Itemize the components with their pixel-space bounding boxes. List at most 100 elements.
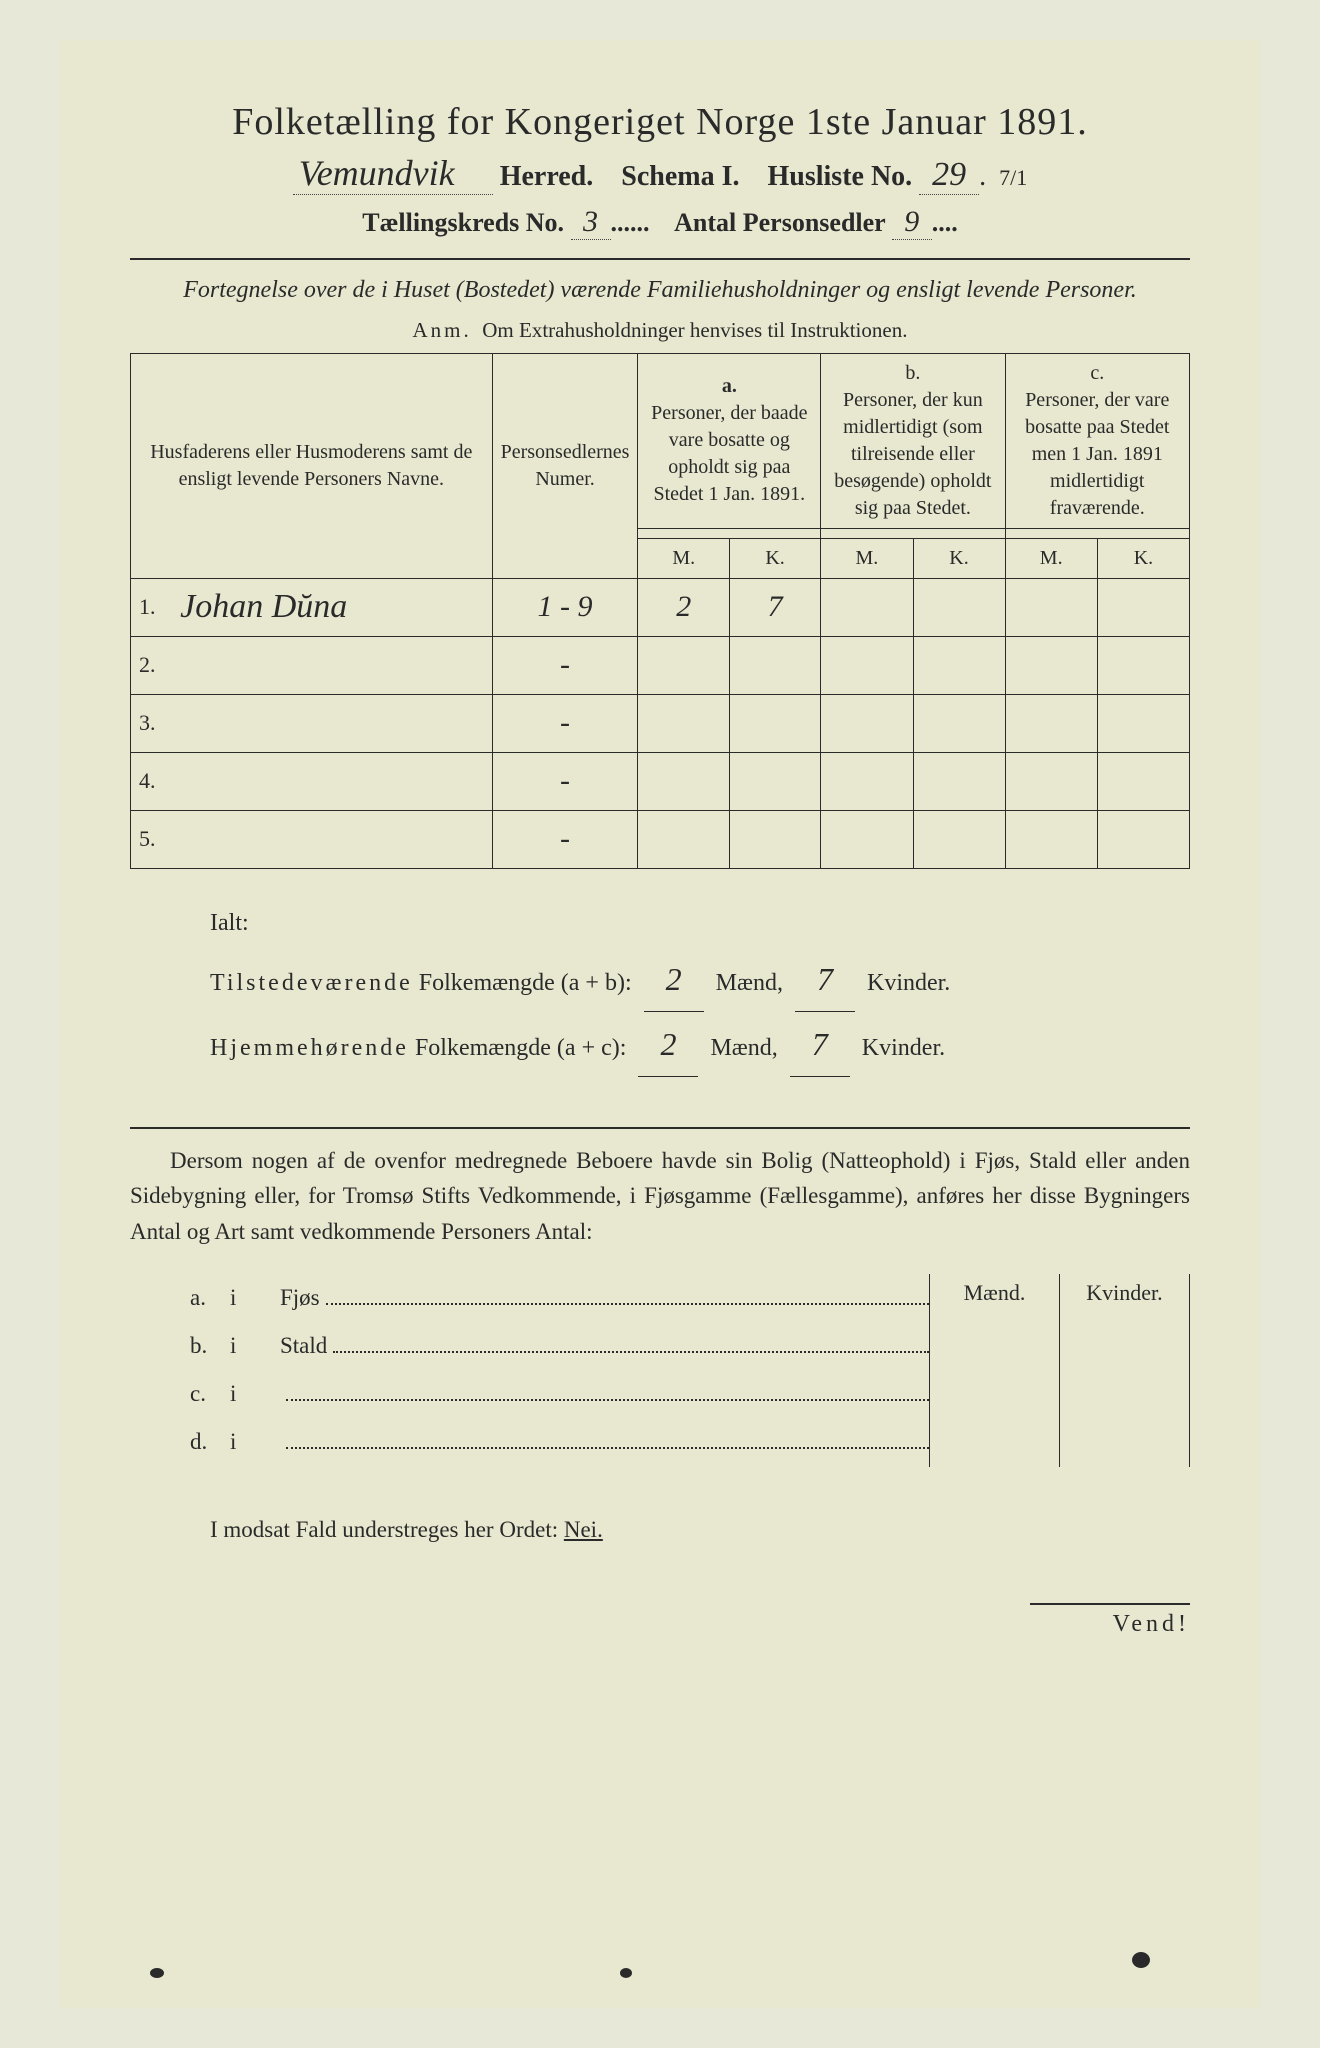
schema-label: Schema I. [621, 161, 739, 192]
resident-label: Hjemmehørende [210, 1035, 409, 1061]
col-b-k: K. [913, 538, 1005, 578]
page-title: Folketælling for Kongeriget Norge 1ste J… [130, 100, 1190, 144]
table-row: 4. - [131, 752, 1190, 810]
row-num: - [492, 636, 638, 694]
row-i: i [230, 1274, 280, 1322]
row-cm [1005, 636, 1097, 694]
col-c-head: c. Personer, der vare bosatte paa Stedet… [1005, 353, 1189, 528]
row-name [172, 752, 492, 810]
row-cm [1005, 752, 1097, 810]
nei-word: Nei. [564, 1517, 603, 1542]
dotted-line [326, 1289, 929, 1305]
row-number: 3. [131, 694, 173, 752]
row-ck [1097, 752, 1189, 810]
outbuilding-columns: Mænd. Kvinder. [929, 1274, 1190, 1467]
row-type: Fjøs [280, 1274, 320, 1322]
row-am [638, 752, 730, 810]
row-name [172, 636, 492, 694]
horizontal-rule-2 [130, 1127, 1190, 1129]
table-row: 3. - [131, 694, 1190, 752]
table-body: 1.Johan Dŭna1 - 9272.-3. - 4. - 5. - [131, 578, 1190, 868]
col-c-k: K. [1097, 538, 1189, 578]
annotation-line: Anm. Om Extrahusholdninger henvises til … [130, 318, 1190, 343]
present-formula: Folkemængde (a + b): [419, 970, 632, 996]
row-ak: 7 [729, 578, 820, 636]
row-cm [1005, 694, 1097, 752]
col-c-m: M. [1005, 538, 1097, 578]
present-maend-value: 2 [644, 947, 704, 1012]
maend-label-2: Mænd, [710, 1035, 777, 1061]
outbuilding-row: a.iFjøs [190, 1274, 929, 1322]
present-kvinder-value: 7 [795, 947, 855, 1012]
present-line: Tilstedeværende Folkemængde (a + b): 2 M… [210, 947, 1190, 1012]
row-letter: c. [190, 1370, 230, 1418]
row-name [172, 694, 492, 752]
turn-over-label: Vend! [1030, 1603, 1190, 1638]
col-a-letter: a. [722, 375, 737, 397]
ialt-heading: Ialt: [210, 899, 1190, 947]
row-num: - [492, 694, 638, 752]
row-number: 5. [131, 810, 173, 868]
table-row: 2.- [131, 636, 1190, 694]
col-header-name: Husfaderens eller Husmoderens samt de en… [131, 353, 493, 578]
anm-label: Anm. [413, 318, 472, 342]
col-a-head: a. Personer, der baade vare bosatte og o… [638, 353, 821, 528]
col-b-letter: b. [905, 362, 920, 384]
kreds-label: Tællingskreds No. [362, 208, 564, 237]
col-a-m: M. [638, 538, 730, 578]
main-table: Husfaderens eller Husmoderens samt de en… [130, 353, 1190, 869]
row-bm [821, 636, 913, 694]
subtitle: Fortegnelse over de i Huset (Bostedet) v… [130, 274, 1190, 308]
col-a-text: Personer, der baade vare bosatte og opho… [651, 402, 807, 505]
resident-kvinder-value: 7 [790, 1012, 850, 1077]
row-bm [821, 694, 913, 752]
table-row: 1.Johan Dŭna1 - 927 [131, 578, 1190, 636]
col-header-num: Personsedlernes Numer. [492, 353, 638, 578]
row-number: 4. [131, 752, 173, 810]
table-header: Husfaderens eller Husmoderens samt de en… [131, 353, 1190, 578]
outbuilding-list: a.iFjøsb.iStaldc.id.i [130, 1274, 929, 1467]
col-b-head: b. Personer, der kun midlertidigt (som t… [821, 353, 1005, 528]
present-label: Tilstedeværende [210, 970, 413, 996]
row-cm [1005, 810, 1097, 868]
row-ak [729, 810, 820, 868]
row-number: 1. [131, 578, 173, 636]
row-bk [913, 694, 1005, 752]
husliste-fraction: 7/1 [999, 165, 1027, 191]
col-b-text: Personer, der kun midlertidigt (som tilr… [834, 389, 991, 519]
husliste-label: Husliste No. [767, 161, 912, 192]
row-ak [729, 752, 820, 810]
census-form-page: Folketælling for Kongeriget Norge 1ste J… [60, 40, 1260, 2008]
totals-block: Ialt: Tilstedeværende Folkemængde (a + b… [210, 899, 1190, 1077]
row-num: - [492, 752, 638, 810]
row-bk [913, 810, 1005, 868]
row-bk [913, 578, 1005, 636]
row-name [172, 810, 492, 868]
modsat-text: I modsat Fald understreges her Ordet: [210, 1517, 558, 1542]
ink-spot [150, 1968, 164, 1978]
ink-spot [620, 1968, 632, 1978]
outbuilding-row: c.i [190, 1370, 929, 1418]
outbuilding-row: d.i [190, 1418, 929, 1466]
row-am [638, 636, 730, 694]
kvinder-column: Kvinder. [1060, 1274, 1190, 1467]
row-bm [821, 578, 913, 636]
anm-text: Om Extrahusholdninger henvises til Instr… [482, 318, 907, 342]
maend-column: Mænd. [930, 1274, 1060, 1467]
row-num: 1 - 9 [492, 578, 638, 636]
row-letter: d. [190, 1418, 230, 1466]
kvinder-label-2: Kvinder. [862, 1035, 945, 1061]
antal-label: Antal Personsedler [674, 208, 885, 237]
row-i: i [230, 1370, 280, 1418]
row-ck [1097, 578, 1189, 636]
row-letter: a. [190, 1274, 230, 1322]
row-cm [1005, 578, 1097, 636]
otherwise-line: I modsat Fald understreges her Ordet: Ne… [130, 1517, 1190, 1543]
resident-line: Hjemmehørende Folkemængde (a + c): 2 Mæn… [210, 1012, 1190, 1077]
row-bm [821, 752, 913, 810]
row-ak [729, 694, 820, 752]
row-am [638, 810, 730, 868]
row-ck [1097, 636, 1189, 694]
col-c-text: Personer, der vare bosatte paa Stedet me… [1025, 389, 1169, 519]
row-bk [913, 752, 1005, 810]
